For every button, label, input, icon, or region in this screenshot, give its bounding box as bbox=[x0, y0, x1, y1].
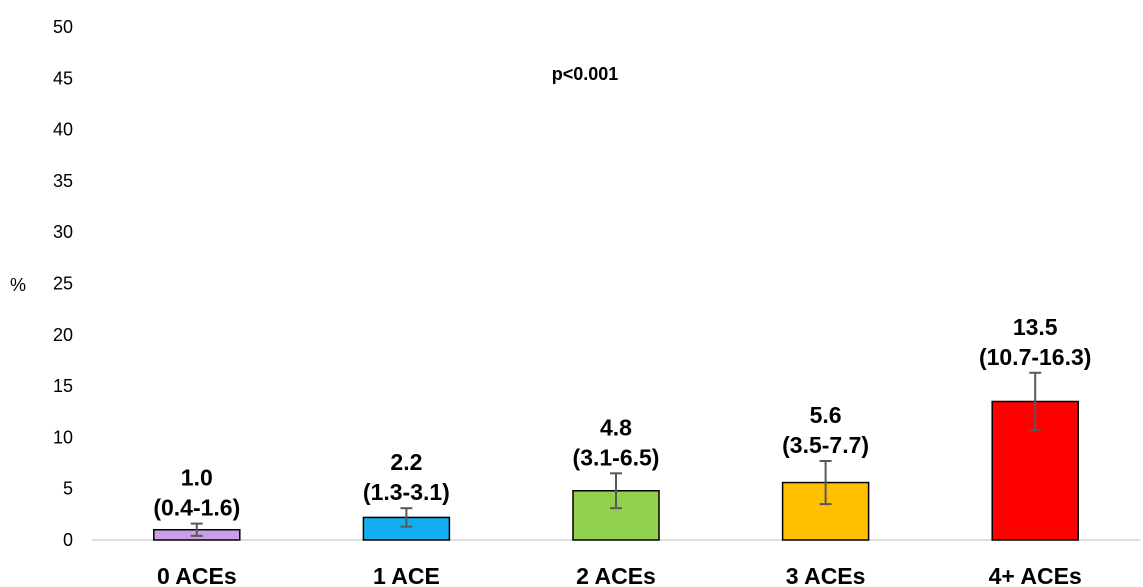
value-label: 2.2 bbox=[390, 449, 422, 475]
ci-label: (3.5-7.7) bbox=[782, 432, 869, 458]
y-tick-label: 30 bbox=[53, 222, 73, 242]
y-tick-label: 20 bbox=[53, 325, 73, 345]
category-label: 1 ACE bbox=[373, 563, 440, 587]
y-tick-label: 35 bbox=[53, 171, 73, 191]
value-label: 4.8 bbox=[600, 414, 632, 440]
p-value-annotation: p<0.001 bbox=[552, 64, 619, 84]
y-tick-label: 25 bbox=[53, 274, 73, 294]
y-tick-label: 0 bbox=[63, 530, 73, 550]
category-label: 2 ACEs bbox=[576, 563, 656, 587]
error-bars bbox=[190, 371, 1042, 537]
y-tick-label: 10 bbox=[53, 427, 73, 447]
y-tick-label: 40 bbox=[53, 120, 73, 140]
value-label: 13.5 bbox=[1013, 314, 1058, 340]
y-tick-label: 50 bbox=[53, 17, 73, 37]
category-label: 3 ACEs bbox=[786, 563, 866, 587]
y-tick-label: 15 bbox=[53, 376, 73, 396]
category-label: 4+ ACEs bbox=[989, 563, 1082, 587]
y-tick-label: 45 bbox=[53, 68, 73, 88]
data-labels: 1.0 (0.4-1.6) 2.2 (1.3-3.1) 4.8 (3.1-6.5) 5.6 (… bbox=[153, 314, 1091, 521]
y-axis-ticks: 0 5 10 15 20 25 30 35 40 45 50 bbox=[53, 17, 73, 550]
ci-label: (1.3-3.1) bbox=[363, 479, 450, 505]
value-label: 1.0 bbox=[181, 465, 213, 491]
category-labels: 0 ACEs 1 ACE 2 ACEs 3 ACEs 4+ ACEs bbox=[157, 563, 1082, 587]
ci-label: (10.7-16.3) bbox=[979, 344, 1092, 370]
category-label: 0 ACEs bbox=[157, 563, 237, 587]
value-label: 5.6 bbox=[810, 402, 842, 428]
y-tick-label: 5 bbox=[63, 479, 73, 499]
ci-label: (3.1-6.5) bbox=[573, 444, 660, 470]
y-axis-label: % bbox=[10, 275, 26, 295]
ci-label: (0.4-1.6) bbox=[153, 495, 240, 521]
